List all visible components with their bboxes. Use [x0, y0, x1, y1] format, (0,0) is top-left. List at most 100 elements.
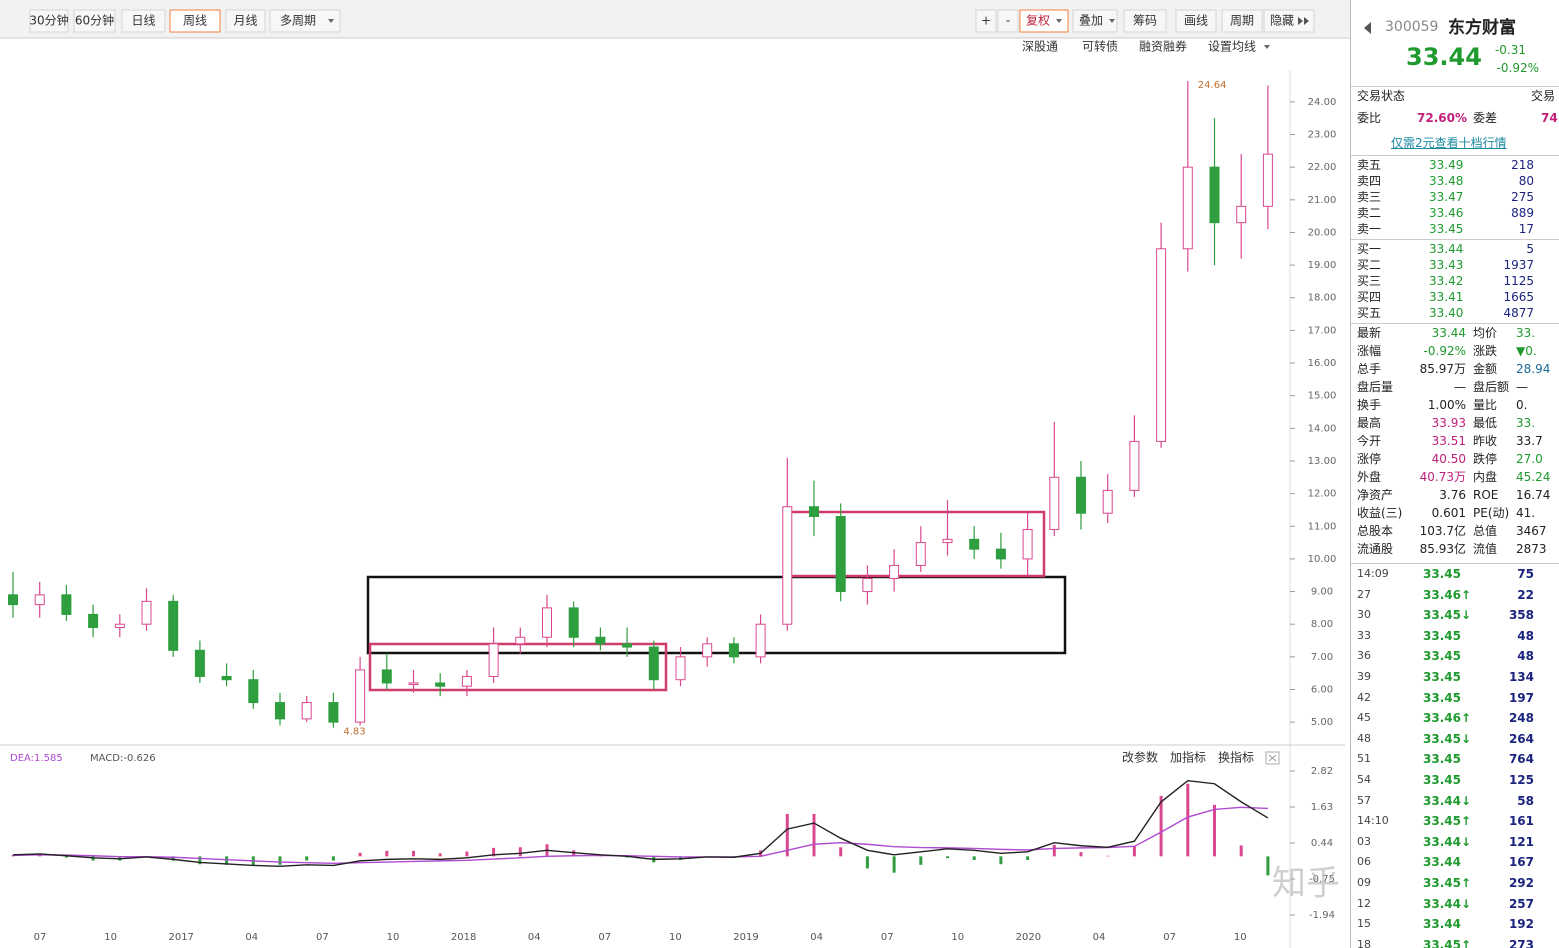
- stat-label: 收益(三): [1357, 506, 1403, 520]
- dropdown-arrow: [328, 19, 334, 23]
- toolbar-label: 30分钟: [29, 13, 68, 28]
- status-right: 交易: [1531, 89, 1556, 103]
- macd-bar: [839, 847, 843, 857]
- order-level: 买二: [1357, 258, 1382, 272]
- stat-label: 内盘: [1473, 470, 1498, 484]
- order-price: 33.43: [1429, 258, 1464, 272]
- candle-body: [488, 643, 499, 677]
- macd-bar: [785, 813, 789, 857]
- y-tick-label: 22.00: [1308, 162, 1337, 173]
- dea-line: [12, 806, 1268, 865]
- y-tick-label: 14.00: [1308, 423, 1337, 434]
- candle-body: [1022, 529, 1033, 560]
- stat-value: 33.: [1516, 416, 1536, 430]
- stat-label: 流值: [1473, 542, 1498, 556]
- tick-time: 36: [1357, 649, 1371, 663]
- watermark: 知乎 @同仪: [1272, 864, 1350, 904]
- tick-volume: 125: [1508, 773, 1534, 787]
- order-level: 卖二: [1357, 206, 1382, 220]
- candle-body: [435, 682, 446, 687]
- tick-time: 12: [1357, 896, 1371, 910]
- sub-toolbar-label[interactable]: 深股通: [1022, 40, 1058, 54]
- indicator-button[interactable]: 换指标: [1218, 750, 1254, 765]
- candle-body: [622, 643, 633, 648]
- toolbar-button[interactable]: [1221, 9, 1263, 33]
- toolbar-label: 筹码: [1133, 14, 1157, 28]
- order-level: 卖四: [1357, 174, 1382, 188]
- x-tick-label: 07: [1163, 932, 1176, 943]
- candle-body: [755, 623, 766, 658]
- macd-bar: [1106, 855, 1110, 857]
- tick-price: 33.45: [1423, 649, 1461, 664]
- toolbar-button[interactable]: [1175, 9, 1217, 33]
- order-volume: 1125: [1503, 274, 1534, 288]
- order-volume: 80: [1518, 174, 1534, 188]
- expand-icon: [1298, 17, 1309, 25]
- diff-label: 委差: [1473, 111, 1498, 125]
- tick-volume: 264: [1508, 731, 1534, 746]
- indicator-button[interactable]: 改参数: [1122, 750, 1158, 765]
- tick-volume: 292: [1508, 876, 1534, 890]
- macd-bar: [225, 856, 229, 865]
- macd-bar: [385, 850, 389, 857]
- indicator-button[interactable]: 加指标: [1170, 750, 1206, 765]
- tick-time: 54: [1357, 773, 1371, 786]
- candle-body: [702, 643, 713, 658]
- toolbar-button[interactable]: [1072, 9, 1118, 33]
- stat-value: 28.94: [1516, 362, 1551, 376]
- stat-label: 盘后量: [1357, 380, 1394, 394]
- level2-link[interactable]: 仅需2元查看十档行情: [1391, 136, 1507, 150]
- tick-price: 33.45↓: [1423, 731, 1472, 746]
- candle-body: [809, 506, 819, 517]
- toolbar-button[interactable]: [1123, 9, 1167, 33]
- close-indicator[interactable]: [1265, 751, 1280, 765]
- candle-body: [568, 607, 579, 638]
- order-level: 买一: [1357, 242, 1382, 256]
- toolbar-button[interactable]: [169, 9, 221, 33]
- sub-toolbar-label[interactable]: 融资融券: [1139, 39, 1187, 54]
- candle-body: [1129, 440, 1140, 491]
- y-tick-label: 23.00: [1308, 130, 1337, 141]
- tick-volume: 764: [1508, 752, 1534, 767]
- stat-label: 换手: [1357, 398, 1382, 412]
- stat-value: 33.7: [1516, 434, 1543, 448]
- stat-value: —: [1454, 380, 1466, 394]
- toolbar-button[interactable]: [1263, 9, 1315, 33]
- macd-bar: [358, 852, 362, 857]
- toolbar-button[interactable]: [269, 9, 341, 33]
- candle-body: [942, 538, 953, 544]
- tick-volume: 58: [1517, 793, 1534, 808]
- tick-price: 33.45↓: [1423, 608, 1472, 623]
- separator: [1351, 155, 1559, 156]
- y-tick-label: 15.00: [1308, 391, 1337, 402]
- tick-price: 33.46↑: [1423, 711, 1472, 726]
- toolbar-button[interactable]: [997, 9, 1019, 33]
- candle-body: [168, 600, 179, 651]
- stat-label: 外盘: [1357, 470, 1382, 484]
- candle-body: [675, 656, 686, 681]
- order-volume: 275: [1511, 190, 1534, 204]
- sub-toolbar-label[interactable]: 设置均线: [1208, 40, 1256, 54]
- toolbar-button[interactable]: [121, 9, 166, 33]
- separator: [1351, 86, 1559, 87]
- candle-body: [862, 578, 873, 593]
- x-tick-label: 10: [669, 932, 682, 943]
- toolbar-button[interactable]: [975, 9, 997, 33]
- toolbar-button[interactable]: [225, 9, 266, 33]
- tick-volume: 48: [1517, 649, 1534, 664]
- candle-body: [889, 564, 900, 580]
- macd-bar: [1213, 804, 1216, 857]
- macd-bar: [1239, 845, 1243, 857]
- stat-value: —: [1516, 380, 1528, 394]
- stat-label: 总股本: [1357, 524, 1394, 538]
- price-change-pct: -0.92%: [1496, 61, 1539, 75]
- sub-toolbar-label[interactable]: 可转债: [1082, 39, 1118, 54]
- toolbar-button[interactable]: [29, 9, 69, 33]
- tick-price: 33.45: [1423, 752, 1461, 767]
- order-volume: 4877: [1503, 306, 1534, 320]
- order-volume: 218: [1511, 158, 1534, 172]
- toolbar-button[interactable]: [73, 9, 116, 33]
- y-tick-label: 1.63: [1311, 802, 1333, 813]
- toolbar-button[interactable]: [1019, 9, 1069, 33]
- back-icon[interactable]: [1359, 18, 1379, 38]
